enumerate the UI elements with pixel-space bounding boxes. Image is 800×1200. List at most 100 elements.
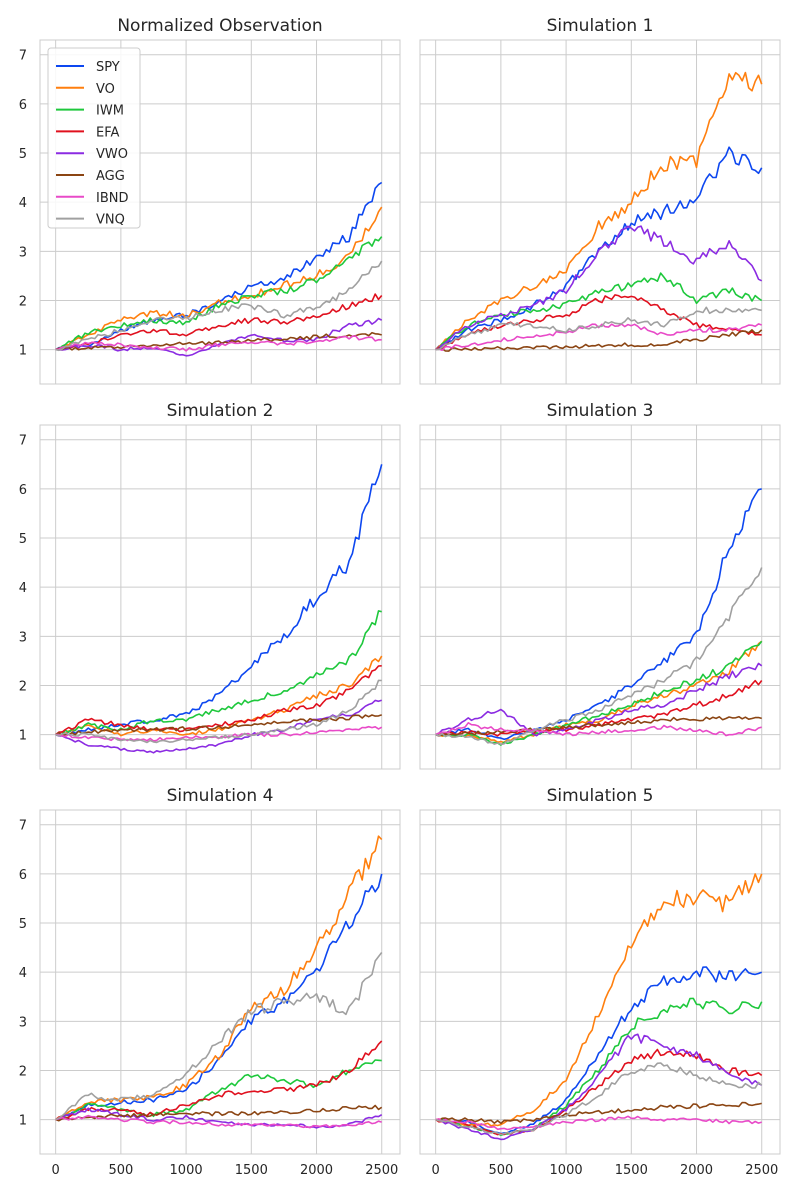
y-tick-label: 2 <box>19 679 27 694</box>
grid <box>40 425 400 769</box>
grid <box>420 810 780 1154</box>
plot-frame <box>39 39 401 385</box>
series-line-iwm <box>55 236 383 351</box>
legend-label: SPY <box>96 60 120 75</box>
grid <box>420 425 780 769</box>
plot-frame <box>419 39 781 385</box>
y-tick-label: 5 <box>19 917 27 932</box>
x-tick-label: 500 <box>108 1163 133 1178</box>
series-line-iwm <box>435 997 763 1137</box>
y-tick-label: 4 <box>19 196 27 211</box>
series-line-efa <box>435 1048 763 1136</box>
x-tick-label: 2500 <box>745 1163 778 1178</box>
series-line-iwm <box>435 640 763 746</box>
series-line-spy <box>55 464 383 737</box>
panel-title: Simulation 1 <box>547 16 654 36</box>
series-line-vnq <box>55 260 383 352</box>
panel-1: Normalized Observation 1 2 3 4 5 6 7 SPY VO IWM EFA… <box>19 16 401 385</box>
series-line-ibnd <box>435 1115 762 1131</box>
legend-label: IWM <box>96 104 124 119</box>
series-line-agg <box>435 1101 762 1125</box>
series-group <box>55 464 383 754</box>
legend-label: EFA <box>96 125 119 140</box>
series-line-vo <box>55 206 383 351</box>
y-tick-label: 2 <box>19 1064 27 1079</box>
series-group <box>55 181 383 357</box>
x-tick-label: 2500 <box>365 1163 398 1178</box>
series-line-vnq <box>55 679 382 744</box>
series-line-ibnd <box>435 722 762 737</box>
legend: SPY VO IWM EFA VWO AGG IBND VNQ <box>47 47 141 229</box>
y-tick-label: 4 <box>19 581 27 596</box>
grid <box>40 810 400 1154</box>
series-line-spy <box>435 488 762 741</box>
plot-frame <box>39 424 401 770</box>
panel-6: Simulation 5 0 500 1000 1500 2000 2500 <box>419 786 781 1178</box>
series-line-spy <box>435 146 763 351</box>
series-line-vwo <box>435 1033 763 1141</box>
x-tick-label: 0 <box>52 1163 60 1178</box>
series-line-agg <box>55 714 382 737</box>
legend-label: VNQ <box>96 213 125 228</box>
series-line-ibnd <box>55 335 382 352</box>
y-tick-label: 3 <box>19 630 27 645</box>
series-line-vo <box>55 835 383 1121</box>
series-line-efa <box>55 293 383 351</box>
series-line-ibnd <box>435 323 762 351</box>
x-tick-label: 0 <box>432 1163 440 1178</box>
y-tick-label: 4 <box>19 966 27 981</box>
y-tick-label: 6 <box>19 98 27 113</box>
series-line-vnq <box>435 567 763 745</box>
y-tick-label: 1 <box>19 729 27 744</box>
series-group <box>55 835 383 1129</box>
series-line-agg <box>55 1104 383 1122</box>
y-tick-label: 3 <box>19 1015 27 1030</box>
panel-2: Simulation 1 <box>419 16 781 385</box>
y-tick-label: 2 <box>19 294 27 309</box>
legend-box <box>47 47 141 229</box>
x-tick-label: 1500 <box>615 1163 648 1178</box>
panel-title: Simulation 2 <box>167 401 274 421</box>
series-line-agg <box>435 329 763 352</box>
x-tick-label: 1000 <box>170 1163 203 1178</box>
panel-3: Simulation 2 1 2 3 4 5 6 7 <box>19 401 401 770</box>
panel-title: Simulation 4 <box>167 786 274 806</box>
series-group <box>435 873 763 1141</box>
series-line-ibnd <box>55 1114 382 1129</box>
plot-frame <box>39 809 401 1155</box>
legend-label: IBND <box>96 191 129 206</box>
x-tick-label: 2000 <box>300 1163 333 1178</box>
series-line-agg <box>435 715 762 737</box>
series-line-efa <box>55 665 382 736</box>
series-line-vwo <box>55 699 382 754</box>
x-tick-label: 2000 <box>680 1163 713 1178</box>
y-tick-label: 6 <box>19 868 27 883</box>
series-line-vo <box>435 71 763 351</box>
y-tick-label: 6 <box>19 483 27 498</box>
legend-label: VO <box>96 82 115 97</box>
y-tick-label: 5 <box>19 532 27 547</box>
grid <box>420 40 780 384</box>
y-tick-label: 3 <box>19 245 27 260</box>
series-line-vwo <box>435 662 763 737</box>
series-line-vnq <box>55 952 383 1121</box>
legend-label: AGG <box>96 169 125 184</box>
series-line-vnq <box>435 1062 763 1136</box>
plot-frame <box>419 424 781 770</box>
series-line-efa <box>435 294 762 351</box>
panel-title: Normalized Observation <box>117 16 322 36</box>
series-line-agg <box>55 331 382 351</box>
x-tick-label: 500 <box>488 1163 513 1178</box>
series-line-vo <box>435 640 763 744</box>
panel-title: Simulation 3 <box>547 401 654 421</box>
x-tick-label: 1000 <box>550 1163 583 1178</box>
panel-4: Simulation 3 <box>419 401 781 770</box>
series-line-iwm <box>55 610 382 736</box>
series-group <box>435 71 763 352</box>
y-tick-label: 7 <box>19 49 27 64</box>
series-line-vnq <box>435 306 762 351</box>
series-line-vo <box>435 873 763 1127</box>
y-tick-label: 1 <box>19 344 27 359</box>
legend-label: VWO <box>96 147 128 162</box>
